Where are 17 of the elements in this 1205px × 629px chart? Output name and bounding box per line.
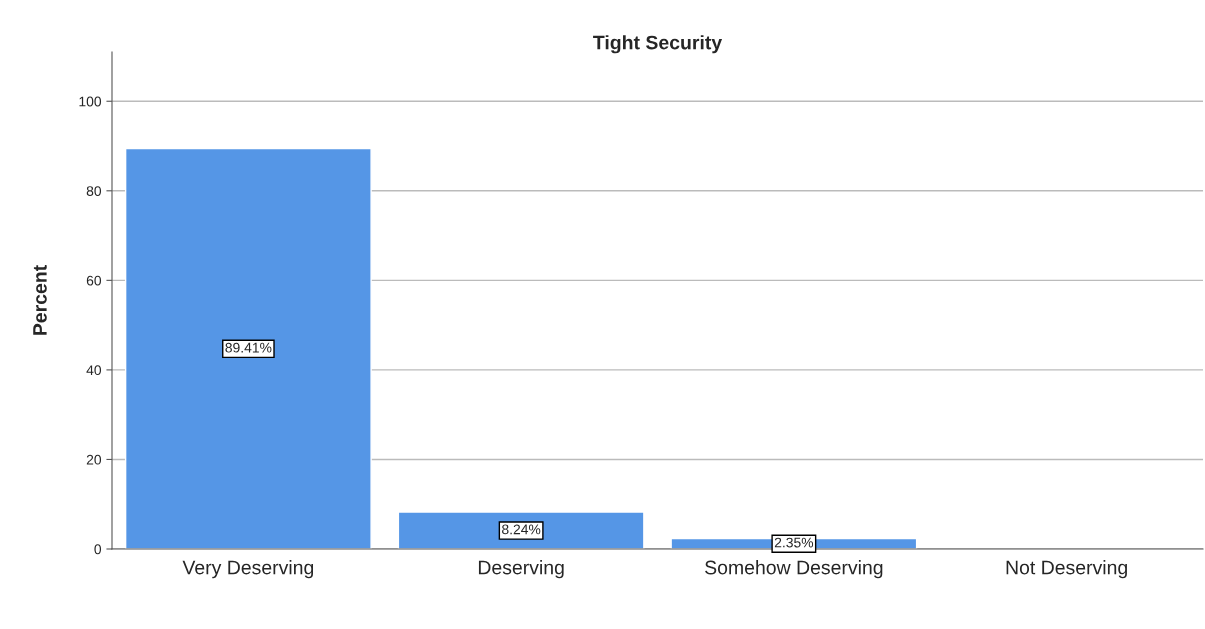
y-tick-label: 40 <box>86 365 102 376</box>
x-tick-label: Not Deserving <box>1006 560 1127 579</box>
bar <box>397 511 645 549</box>
data-label: 89.41% <box>225 342 272 353</box>
y-tick-label: 0 <box>94 544 102 555</box>
y-tick-label: 100 <box>79 96 102 107</box>
x-tick-label: Deserving <box>478 560 564 579</box>
y-axis-title: Percent <box>33 265 47 335</box>
x-tick-label: Somehow Deserving <box>705 560 883 579</box>
data-label: 2.35% <box>774 537 814 548</box>
chart-title: Tight Security <box>593 35 723 54</box>
data-label: 8.24% <box>502 524 541 535</box>
x-tick-label: Very Deserving <box>182 560 314 579</box>
y-tick-label: 20 <box>86 454 102 465</box>
bar <box>124 147 372 549</box>
y-tick-label: 60 <box>86 275 102 286</box>
y-tick-label: 80 <box>86 186 102 196</box>
